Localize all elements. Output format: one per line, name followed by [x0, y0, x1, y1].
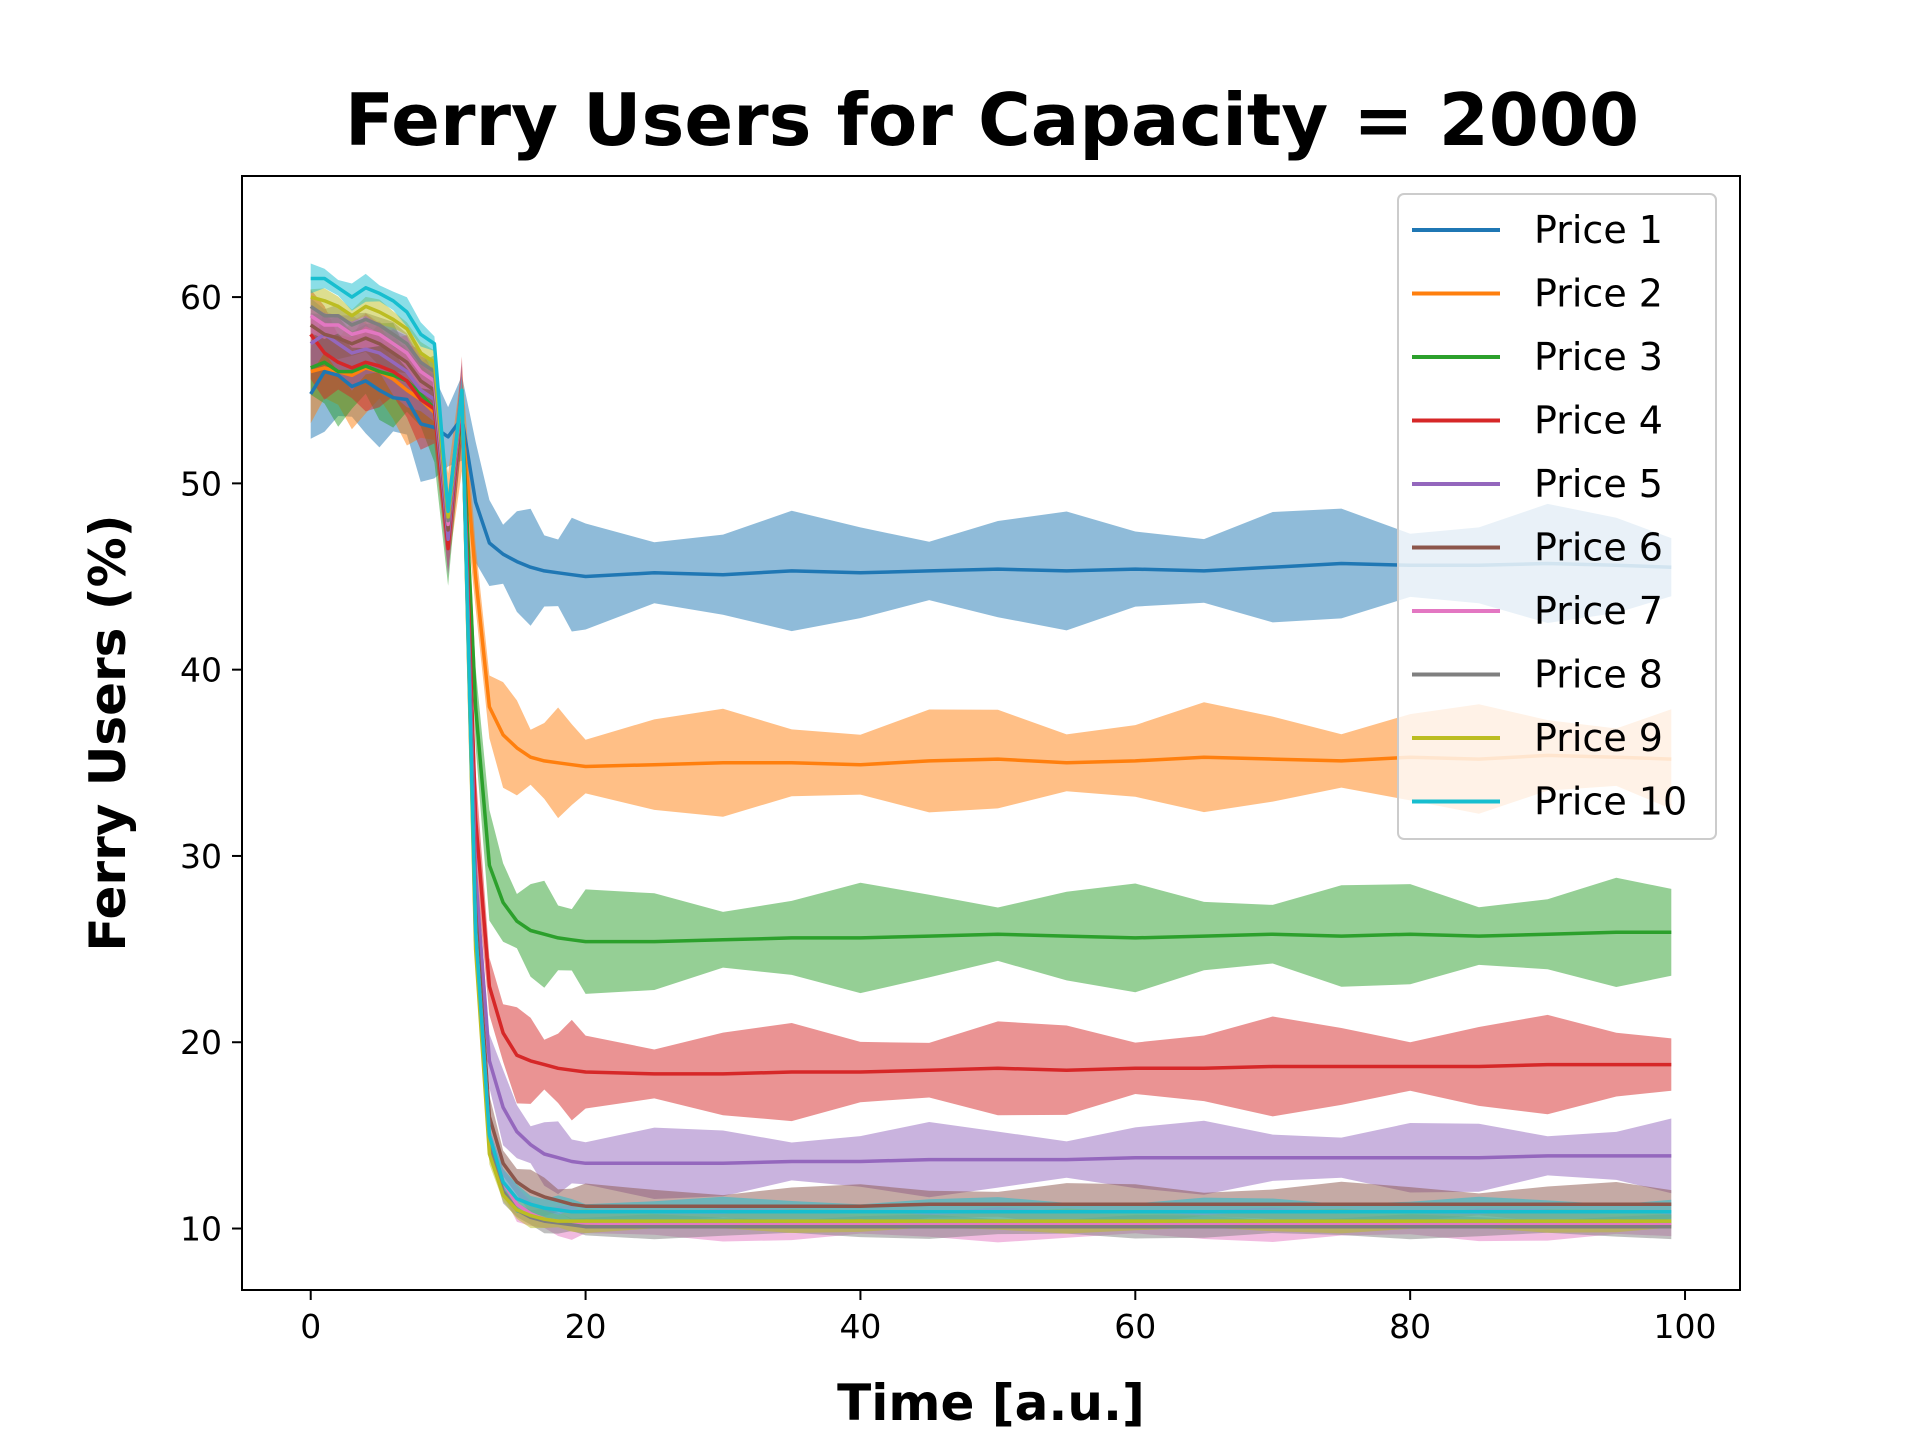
x-axis-label: Time [a.u.]: [837, 1374, 1145, 1432]
line-price-4: [309, 333, 1672, 1076]
line-price-2: [310, 366, 1672, 769]
x-axis-ticks: 0 20 40 60 80 100: [300, 1290, 1717, 1346]
band-price-1: [310, 311, 1672, 632]
y-axis-ticks: 10 20 30 40 50 60: [180, 278, 242, 1249]
chart-title: Ferry Users for Capacity = 2000: [345, 78, 1639, 162]
line-price-6: [309, 323, 1672, 1208]
x-tick-label: 60: [1114, 1307, 1156, 1346]
x-tick-label: 80: [1389, 1307, 1431, 1346]
legend-label: Price 3: [1534, 335, 1663, 379]
series-lines: [309, 276, 1672, 1229]
legend: Price 1 Price 2 Price 3 Price 4 Price 5 Price…: [1397, 193, 1717, 840]
line-price-9: [310, 295, 1672, 1223]
y-tick-label: 40: [180, 651, 222, 690]
legend-label: Price 8: [1534, 653, 1663, 697]
y-tick-label: 30: [180, 837, 222, 876]
line-price-10: [310, 276, 1672, 1214]
line-price-5: [309, 332, 1672, 1166]
legend-label: Price 5: [1534, 462, 1663, 506]
legend-label: Price 4: [1534, 399, 1663, 443]
x-tick-label: 100: [1654, 1307, 1717, 1346]
band-price-4: [310, 289, 1672, 1122]
legend-label: Price 10: [1534, 780, 1687, 824]
y-tick-label: 20: [180, 1023, 222, 1062]
line-price-1: [309, 369, 1672, 579]
y-axis-label: Ferry Users (%): [79, 514, 137, 951]
line-price-3: [310, 360, 1672, 944]
legend-label: Price 6: [1534, 526, 1663, 570]
band-price-3: [310, 316, 1672, 994]
y-tick-label: 60: [180, 278, 222, 317]
legend-label: Price 7: [1534, 589, 1663, 633]
legend-label: Price 1: [1534, 208, 1663, 252]
x-tick-label: 20: [565, 1307, 607, 1346]
legend-label: Price 9: [1534, 716, 1663, 760]
x-tick-label: 40: [839, 1307, 881, 1346]
y-tick-label: 10: [180, 1210, 222, 1249]
plot-frame: [241, 175, 1741, 1291]
x-tick-label: 0: [300, 1307, 321, 1346]
y-tick-label: 50: [180, 464, 222, 503]
line-price-8: [309, 304, 1672, 1229]
legend-label: Price 2: [1534, 272, 1663, 316]
